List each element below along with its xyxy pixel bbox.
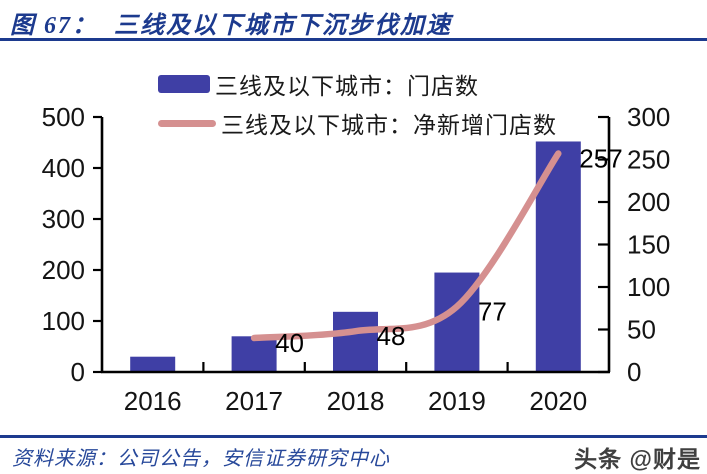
right-axis-tick-label: 50 (627, 315, 656, 345)
x-axis-label-2017: 2017 (225, 386, 283, 416)
x-axis-label-2016: 2016 (124, 386, 182, 416)
legend-label-net-new-stores: 三线及以下城市：净新增门店数 (221, 113, 557, 138)
line-data-label-2017: 40 (275, 328, 304, 358)
bar-2016 (130, 356, 176, 372)
right-axis-tick-label: 0 (627, 357, 641, 387)
bar-2020 (535, 141, 581, 372)
left-axis-tick-label: 100 (42, 306, 85, 336)
title-underline (0, 38, 707, 41)
bar-series-swatch-icon (158, 75, 210, 93)
legend-item-net-new-stores: 三线及以下城市：净新增门店数 (158, 109, 557, 138)
figure-title-text: 三线及以下城市下沉步伐加速 (114, 13, 452, 39)
right-axis-tick-label: 200 (627, 187, 670, 217)
right-axis-tick-label: 150 (627, 230, 670, 260)
x-axis-label-2020: 2020 (529, 386, 587, 416)
watermark-text: 头条 @财是 (574, 446, 701, 472)
bar-2018 (333, 311, 378, 372)
footer-rule (0, 435, 707, 438)
line-data-label-2019: 77 (478, 297, 507, 327)
x-axis-label-2018: 2018 (327, 386, 385, 416)
left-axis-tick-label: 200 (42, 255, 85, 285)
figure-title: 图 67： 三线及以下城市下沉步伐加速 (10, 5, 452, 40)
bar-2017 (231, 336, 277, 372)
legend-item-stores: 三线及以下城市：门店数 (158, 70, 557, 99)
source-note: 资料来源：公司公告，安信证券研究中心 (12, 448, 390, 470)
left-axis-tick-label: 300 (42, 204, 85, 234)
figure-number: 图 67： (10, 13, 98, 39)
left-axis-tick-label: 0 (71, 357, 85, 387)
left-axis-tick-label: 500 (42, 102, 85, 132)
right-axis-tick-label: 300 (627, 102, 670, 132)
right-axis-tick-label: 250 (627, 145, 670, 175)
left-axis-tick-label: 400 (42, 153, 85, 183)
chart-legend: 三线及以下城市：门店数 三线及以下城市：净新增门店数 (158, 70, 557, 148)
x-axis-label-2019: 2019 (428, 386, 486, 416)
line-data-label-2018: 48 (377, 321, 406, 351)
line-series-swatch-icon (158, 119, 216, 127)
bar-2019 (434, 272, 480, 372)
line-data-label-2020: 257 (579, 144, 622, 174)
right-axis-tick-label: 100 (627, 272, 670, 302)
net-new-stores-line (250, 150, 562, 342)
legend-label-stores: 三线及以下城市：门店数 (215, 74, 479, 99)
